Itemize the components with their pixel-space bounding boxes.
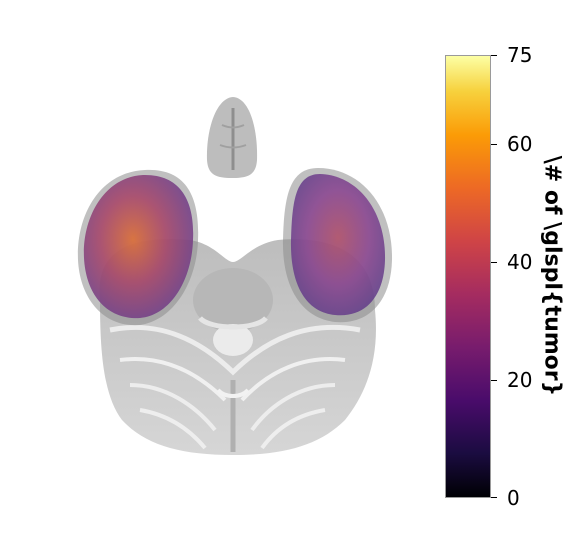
tick-mark-60 (491, 144, 497, 145)
colorbar-label: \# of \glspl{tumor} (539, 155, 564, 397)
tick-label-20: 20 (507, 368, 533, 392)
right-lobe-overlay (282, 168, 393, 323)
colorbar (445, 55, 491, 498)
tick-label-0: 0 (507, 486, 520, 510)
tick-label-75: 75 (507, 43, 533, 67)
tick-mark-75 (491, 55, 497, 56)
tick-mark-0 (491, 497, 497, 498)
tick-label-40: 40 (507, 250, 533, 274)
tick-mark-20 (491, 380, 497, 381)
tick-mark-40 (491, 262, 497, 263)
left-lobe-overlay (77, 169, 199, 326)
frontal-fragment (206, 97, 258, 178)
brain-slice-image (77, 97, 393, 455)
tick-label-60: 60 (507, 132, 533, 156)
